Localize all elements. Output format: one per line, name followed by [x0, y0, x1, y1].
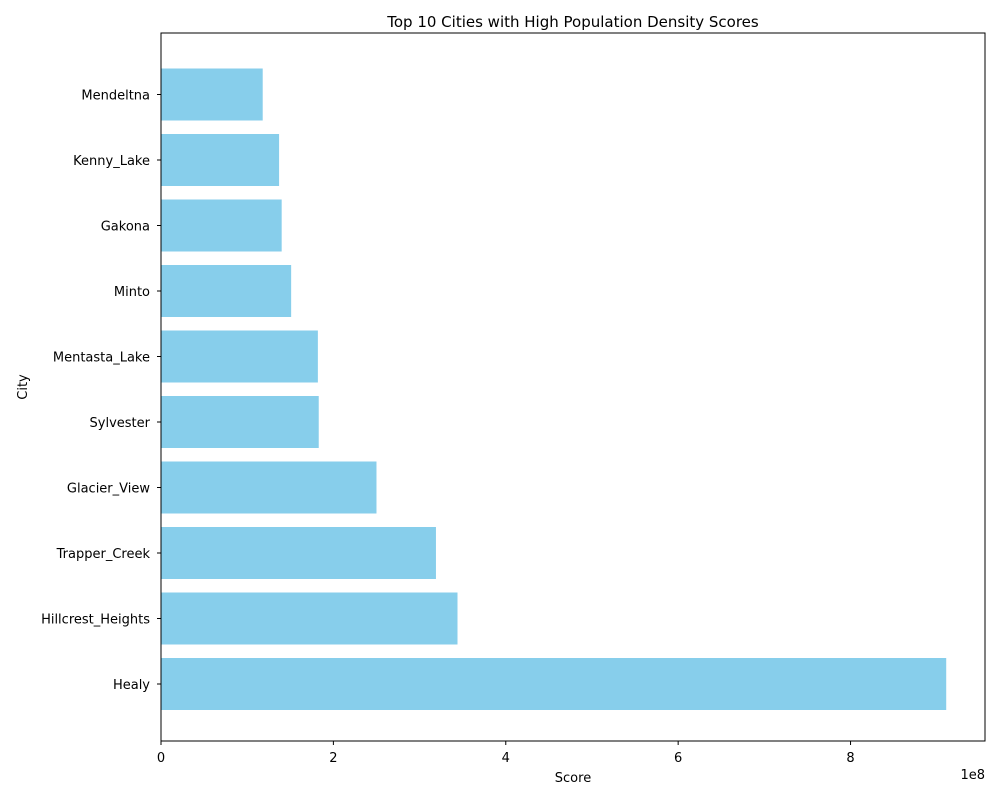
- y-axis-label: City: [16, 374, 31, 400]
- chart-title: Top 10 Cities with High Population Densi…: [386, 13, 759, 31]
- x-axis-scale-label: 1e8: [960, 768, 985, 783]
- bar-glacier-view: [161, 461, 377, 514]
- x-tick-label: 6: [674, 751, 682, 766]
- bar-minto: [161, 265, 292, 317]
- bar-mendeltna: [161, 68, 263, 121]
- x-tick-label: 0: [157, 751, 165, 766]
- bar-kenny-lake: [161, 134, 280, 186]
- y-tick-label: Kenny_Lake: [73, 154, 150, 169]
- y-tick-label: Mentasta_Lake: [53, 351, 150, 366]
- y-tick-label: Glacier_View: [67, 482, 150, 497]
- bar-mentasta-lake: [161, 330, 318, 383]
- y-tick-label: Trapper_Creek: [56, 547, 151, 562]
- bar-hillcrest-heights: [161, 592, 458, 645]
- y-tick-label: Gakona: [101, 220, 150, 235]
- y-tick-label: Sylvester: [90, 416, 151, 431]
- x-axis-ticks: 0 2 4 6 8: [157, 741, 855, 766]
- y-tick-label: Mendeltna: [81, 89, 150, 104]
- x-tick-label: 8: [846, 751, 854, 766]
- y-axis-ticks: Healy Hillcrest_Heights Trapper_Creek Glaci…: [41, 89, 161, 693]
- x-axis-label: Score: [555, 771, 591, 786]
- x-tick-label: 4: [502, 751, 510, 766]
- bar-gakona: [161, 199, 282, 252]
- y-tick-label: Healy: [113, 678, 150, 693]
- y-tick-label: Hillcrest_Heights: [41, 613, 150, 628]
- bar-sylvester: [161, 396, 319, 448]
- plot-frame: [160, 32, 986, 742]
- y-tick-label: Minto: [114, 285, 150, 300]
- bar-healy: [161, 658, 947, 710]
- bar-trapper-creek: [161, 527, 436, 579]
- bars-group: [161, 68, 947, 710]
- x-tick-label: 2: [329, 751, 337, 766]
